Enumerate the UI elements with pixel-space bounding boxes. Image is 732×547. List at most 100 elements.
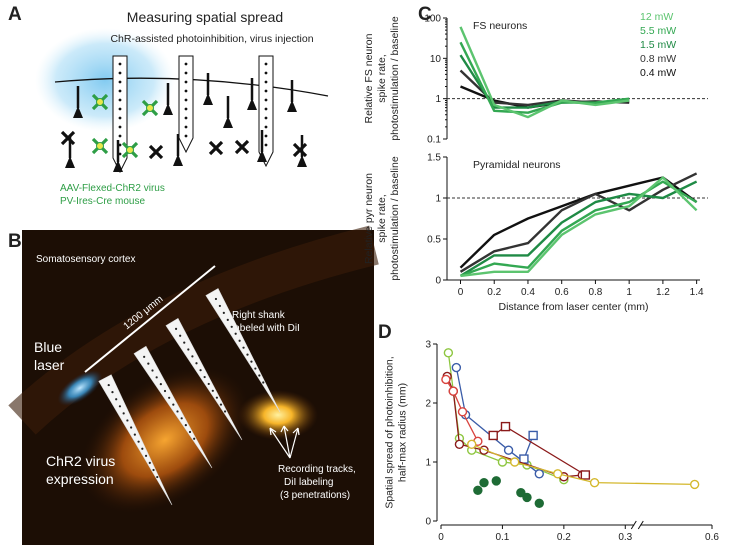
pyramidal-neuron: [73, 106, 83, 118]
electrode-site: [107, 383, 110, 387]
laser-label: laser: [34, 357, 65, 373]
pyramidal-neuron: [65, 156, 75, 168]
scale-line: [84, 265, 216, 373]
y-axis-label-line: Relative pyr neuron: [363, 173, 375, 264]
marker: [448, 386, 458, 396]
electrode-site: [118, 143, 122, 147]
chart-annotation: Pyramidal neurons: [473, 159, 561, 171]
pv-cell-body: [146, 104, 154, 112]
probe: [165, 318, 243, 441]
y-axis-label-line: Relative FS neuron: [363, 33, 375, 123]
panel-b: B Somatosensory cortex 1200 μmm Blue las…: [8, 225, 379, 545]
x-tick-label: 1.4: [690, 287, 704, 298]
y-axis-label-line: photostimulation / baseline: [389, 16, 401, 140]
panel-letter: A: [8, 4, 22, 25]
marker: [553, 469, 563, 479]
electrode-site: [184, 424, 187, 427]
marker: [454, 439, 465, 449]
y-tick-label: 1: [435, 194, 441, 205]
electrode-site: [163, 389, 167, 393]
virus-label: AAV-Flexed-ChR2 virus: [60, 183, 165, 194]
electrode-site: [184, 125, 188, 129]
marker: [497, 457, 508, 467]
tracks-label: (3 penetrations): [280, 490, 350, 501]
electrode-site: [152, 468, 155, 472]
interneuron: [234, 139, 250, 155]
marker: [503, 445, 514, 455]
marker: [457, 407, 468, 417]
electrode-site: [215, 396, 218, 399]
electrode-site: [184, 80, 188, 84]
panel-letter: B: [8, 231, 22, 252]
electrode-site: [264, 62, 268, 66]
electrode-site: [126, 419, 129, 422]
electrode-site: [118, 125, 122, 129]
y-axis-label-line: spike rate,: [376, 194, 388, 242]
electrode-site: [238, 339, 241, 342]
pyramidal-neuron: [203, 93, 213, 105]
electrode-site: [214, 297, 218, 301]
marker: [516, 487, 526, 498]
electrode-site: [118, 80, 122, 84]
electrode-site: [118, 98, 122, 102]
probe: [205, 288, 281, 413]
electrode-site: [207, 382, 210, 386]
electrode-site: [118, 152, 122, 156]
electrode-site: [250, 360, 253, 363]
legend-entry: 1.5 mW: [640, 39, 676, 51]
x-tick-label: 0.6: [555, 287, 569, 298]
electrode-site: [179, 334, 182, 337]
pyramidal-neuron: [287, 100, 297, 112]
legend-entry: 0.4 mW: [640, 67, 676, 79]
cortex-edge: [8, 225, 379, 435]
electrode-site: [203, 375, 206, 379]
electrode-site: [118, 71, 122, 75]
legend-entry: 12 mW: [640, 11, 673, 23]
panel-letter: C: [418, 4, 432, 25]
electrode-site: [118, 405, 122, 408]
electrode-site: [188, 430, 192, 434]
electrode-site: [143, 355, 146, 358]
electrode-site: [187, 348, 190, 351]
marker: [467, 439, 477, 449]
laser-glow: [57, 370, 103, 406]
y-tick-label: 2: [425, 399, 431, 410]
electrode-site: [264, 89, 268, 93]
interneuron: [148, 144, 164, 160]
electrode-site: [155, 376, 158, 379]
y-axis-label-line: photostimulation / baseline: [389, 156, 401, 280]
x-tick-label: 0.8: [588, 287, 602, 298]
marker: [534, 498, 544, 508]
chart-annotation: FS neurons: [473, 20, 527, 32]
electrode-site: [264, 80, 268, 84]
electrode-site: [262, 381, 265, 384]
electrode-site: [168, 396, 171, 399]
electrode-site: [264, 143, 268, 147]
shank-label: Right shank: [232, 310, 286, 321]
electrode-site: [184, 89, 188, 93]
dii-glow: [238, 390, 318, 440]
electrode-site: [172, 403, 175, 406]
laser-label: Blue: [34, 339, 62, 355]
y-axis-label-line: spike rate,: [376, 54, 388, 102]
marker: [510, 457, 520, 467]
panel-a: A Measuring spatial spread ChR-assisted …: [8, 4, 329, 207]
x-tick-label: 0.1: [495, 532, 509, 543]
chart: 0 0.5 1 1.5 0 0.2 0.4 0.6 0.8 1 1.2 1.4 Pyramidal ne…: [363, 153, 708, 313]
y-tick-label: 100: [424, 14, 441, 25]
electrode-site: [264, 98, 268, 102]
pv-cell-body: [126, 146, 134, 154]
electrode-site: [111, 391, 114, 394]
pyramidal-neuron: [163, 103, 173, 115]
marker: [689, 479, 700, 490]
electrode-site: [230, 325, 233, 328]
probe: [98, 374, 173, 506]
electrode-site: [264, 71, 268, 75]
electrode-site: [191, 355, 194, 358]
electrode-site: [226, 318, 229, 321]
x-tick-label: 0.4: [521, 287, 535, 298]
electrode-site: [219, 403, 223, 406]
electrode-site: [183, 341, 186, 344]
